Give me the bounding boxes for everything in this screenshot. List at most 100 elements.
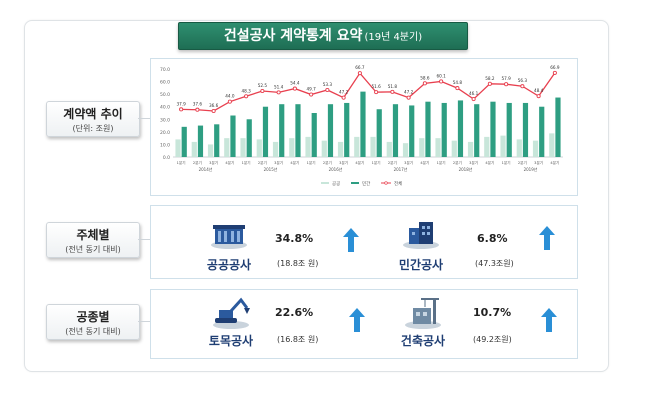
- up-arrow-icon: [343, 228, 359, 252]
- title-main: 건설공사 계약통계 요약: [223, 28, 363, 44]
- bar-public: [224, 138, 230, 157]
- data-label: 53.3: [323, 82, 333, 87]
- x-tick-label: 4분기: [550, 160, 559, 165]
- public-works-label: 공공공사: [206, 258, 252, 272]
- point-total: [260, 88, 265, 94]
- legend-total-label: 전체: [394, 180, 402, 187]
- bar-private: [506, 102, 512, 157]
- bar-private: [181, 126, 187, 157]
- x-tick-label: 2분기: [518, 160, 527, 165]
- bar-public: [175, 139, 181, 157]
- point-total: [374, 90, 379, 95]
- x-tick-label: 3분기: [534, 160, 543, 165]
- bar-private: [409, 105, 415, 157]
- legend-total-marker: [384, 181, 388, 185]
- x-tick-label: 3분기: [469, 160, 478, 165]
- x-tick-label: 3분기: [209, 160, 218, 165]
- point-total: [390, 89, 395, 94]
- bar-public: [451, 140, 457, 157]
- bar-public: [321, 140, 327, 157]
- building-works-pct: 10.7%: [473, 306, 512, 319]
- data-label: 66.7: [355, 65, 365, 70]
- point-total: [244, 94, 249, 99]
- y-tick-label: 50.0: [160, 92, 170, 98]
- data-label: 57.9: [501, 76, 511, 81]
- private-works-amount: (47.3조원): [475, 259, 514, 268]
- data-label: 51.8: [388, 84, 398, 89]
- data-label: 56.3: [518, 78, 528, 83]
- bar-private: [522, 102, 529, 157]
- year-label: 2016년: [329, 166, 343, 172]
- point-total: [357, 71, 362, 76]
- building-works-label: 건축공사: [400, 334, 446, 348]
- entity-sub: (전년 동기 대비): [65, 245, 121, 254]
- bar-public: [516, 139, 522, 157]
- x-tick-label: 3분기: [339, 160, 348, 165]
- legend-public-label: 공공: [332, 181, 340, 187]
- data-label: 54.8: [453, 80, 463, 85]
- x-tick-label: 4분기: [485, 160, 494, 165]
- y-tick-label: 30.0: [160, 117, 170, 123]
- bar-public: [467, 141, 474, 157]
- type-connector: [138, 321, 150, 322]
- bar-private: [360, 91, 366, 157]
- x-tick-label: 3분기: [404, 160, 413, 165]
- entity-label: 주체별: [76, 228, 110, 242]
- crane-building-icon: [405, 298, 441, 329]
- trend-unit: (단위: 조원): [72, 124, 114, 133]
- trend-label: 계약액 추이: [63, 107, 123, 121]
- bar-private: [214, 124, 220, 157]
- entity-panel: 공공공사 34.8% (18.8조 원) 민간공사 6.8% (47.3조원): [150, 205, 578, 279]
- bar-private: [441, 102, 447, 157]
- public-works-pct: 34.8%: [275, 232, 314, 245]
- excavator-icon: [213, 297, 250, 329]
- data-label: 66.9: [550, 65, 560, 70]
- data-label: 37.6: [193, 102, 203, 107]
- trend-chart: 0.0 10.0 20.0 30.0 40.0 50.0 60.0 70.0 1분기 2분기 3분기…: [160, 65, 563, 187]
- point-total: [325, 87, 330, 93]
- bar-public: [419, 138, 425, 157]
- bar-private: [539, 106, 545, 157]
- data-label: 44.0: [225, 94, 235, 99]
- point-total: [439, 79, 444, 84]
- point-total: [227, 99, 232, 104]
- point-total: [422, 81, 427, 86]
- x-tick-label: 2분기: [453, 160, 462, 165]
- y-tick-label: 70.0: [160, 67, 170, 73]
- y-tick-label: 10.0: [160, 142, 170, 148]
- point-total: [455, 86, 460, 91]
- data-label: 51.4: [274, 84, 284, 89]
- bar-private: [262, 106, 269, 157]
- bar-public: [435, 138, 441, 157]
- bar-private: [230, 115, 236, 157]
- x-tick-label: 2분기: [323, 160, 332, 165]
- x-tick-label: 1분기: [177, 160, 186, 165]
- bar-private: [327, 104, 334, 157]
- point-total: [292, 86, 297, 91]
- data-label: 60.1: [436, 73, 446, 78]
- bar-private: [197, 125, 204, 157]
- bar-public: [337, 141, 344, 157]
- bar-private: [474, 104, 480, 157]
- bar-private: [457, 100, 464, 157]
- data-label: 46.1: [469, 91, 479, 96]
- data-label: 48.3: [241, 88, 251, 93]
- point-total: [195, 107, 200, 112]
- data-label: 58.2: [485, 76, 495, 81]
- x-tick-label: 4분기: [355, 160, 364, 165]
- data-label: 51.6: [371, 84, 381, 89]
- private-works-pct: 6.8%: [477, 232, 508, 245]
- trend-chart-panel: 0.0 10.0 20.0 30.0 40.0 50.0 60.0 70.0 1분기 2분기 3분기…: [150, 58, 578, 196]
- civil-works-label: 토목공사: [208, 334, 254, 348]
- bar-private: [376, 109, 382, 157]
- legend-private-label: 민간: [362, 180, 370, 187]
- year-label: 2019년: [524, 166, 538, 172]
- x-tick-label: 1분기: [307, 160, 316, 165]
- bar-public: [500, 135, 506, 157]
- bar-public: [191, 141, 197, 157]
- building-works-amount: (49.2조원): [473, 335, 512, 344]
- point-total: [309, 92, 314, 97]
- x-tick-label: 3분기: [274, 160, 283, 165]
- y-tick-label: 20.0: [160, 130, 170, 136]
- bar-public: [207, 144, 214, 157]
